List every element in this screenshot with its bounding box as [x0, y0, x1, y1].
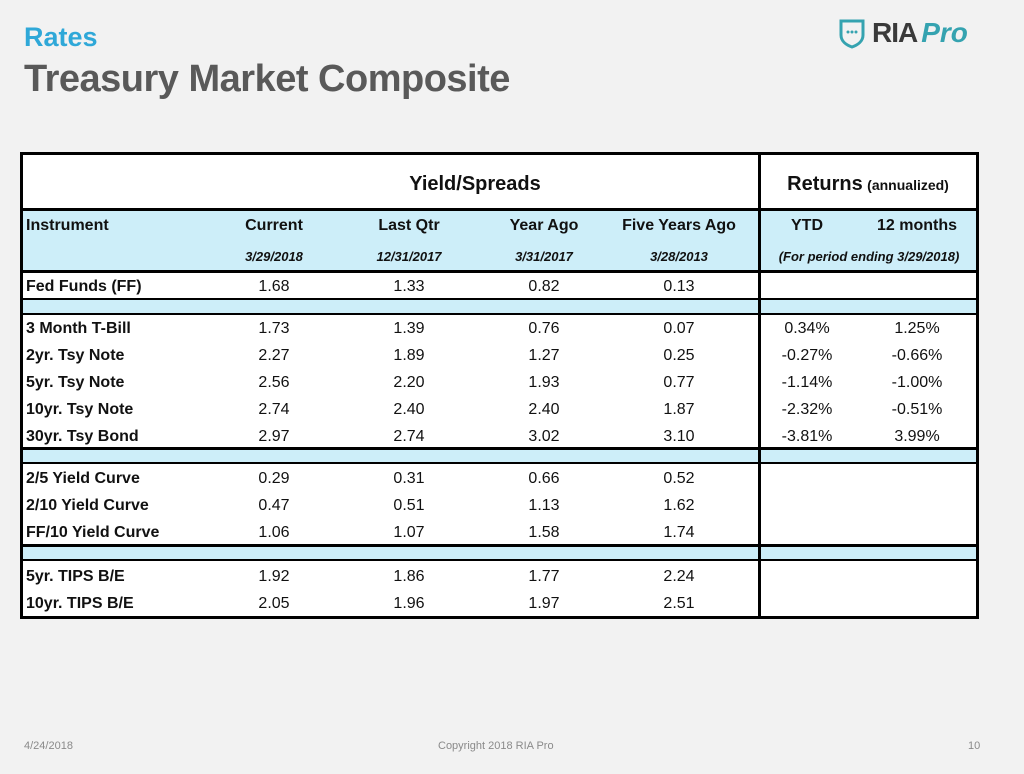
- table-cell: -0.66%: [891, 347, 943, 364]
- table-cell: 1.33: [393, 278, 425, 295]
- table-cell: 1.77: [528, 568, 560, 585]
- table-cell: -0.27%: [781, 347, 833, 364]
- table-cell: -1.00%: [891, 374, 943, 391]
- row-label: 5yr. Tsy Note: [26, 374, 125, 391]
- row-label: FF/10 Yield Curve: [26, 524, 160, 541]
- table-cell: 0.13: [663, 278, 695, 295]
- logo: RIA Pro: [838, 16, 968, 50]
- table-cell: 2.20: [393, 374, 425, 391]
- table-cell: 1.68: [258, 278, 290, 295]
- table-cell: -1.14%: [781, 374, 833, 391]
- table-cell: 2.05: [258, 595, 290, 612]
- table-cell: 0.51: [393, 497, 425, 514]
- table-cell: 2.40: [528, 401, 560, 418]
- row-label: Fed Funds (FF): [26, 278, 142, 295]
- logo-text: RIA: [872, 17, 918, 48]
- table-cell: 0.31: [393, 470, 425, 487]
- row-label: 10yr. TIPS B/E: [26, 595, 134, 612]
- table-cell: -0.51%: [891, 401, 943, 418]
- row-label: 2/5 Yield Curve: [26, 470, 140, 487]
- column-header-12-months: 12 months: [876, 217, 958, 234]
- returns-header: Returns (annualized): [787, 173, 949, 195]
- table-cell: 1.97: [528, 595, 560, 612]
- table-cell: 1.27: [528, 347, 560, 364]
- column-header-last-qtr: Last Qtr: [378, 217, 440, 234]
- section-label: Rates: [24, 22, 98, 52]
- column-header-current: Current: [245, 217, 303, 234]
- table-cell: 1.62: [663, 497, 695, 514]
- shield-icon: [839, 19, 865, 49]
- table-cell: 0.07: [663, 320, 695, 337]
- table-cell: 1.92: [258, 568, 290, 585]
- table-cell: -2.32%: [781, 401, 833, 418]
- table-cell: 0.47: [258, 497, 290, 514]
- yield-spreads-header: Yield/Spreads: [409, 173, 541, 195]
- table-cell: 1.07: [393, 524, 425, 541]
- returns-period: (For period ending 3/29/2018): [778, 249, 960, 264]
- table-cell: 1.86: [393, 568, 425, 585]
- table-cell: 2.56: [258, 374, 290, 391]
- table-cell: -3.81%: [781, 428, 833, 445]
- page-number: 10: [968, 740, 981, 752]
- treasury-table: Yield/Spreads Returns (annualized) Instr…: [20, 152, 979, 619]
- row-label: 2/10 Yield Curve: [26, 497, 149, 514]
- table-cell: 1.87: [663, 401, 695, 418]
- table-cell: 1.89: [393, 347, 425, 364]
- footer-copyright: Copyright 2018 RIA Pro: [438, 740, 554, 752]
- table-cell: 2.24: [663, 568, 695, 585]
- logo-accent: Pro: [921, 17, 968, 48]
- table-cell: 1.74: [663, 524, 695, 541]
- table-cell: 2.74: [258, 401, 290, 418]
- column-header-ytd: YTD: [791, 217, 823, 234]
- table-cell: 0.82: [528, 278, 560, 295]
- table-cell: 0.66: [528, 470, 560, 487]
- table-cell: 1.96: [393, 595, 425, 612]
- table-cell: 1.06: [258, 524, 290, 541]
- table-cell: 1.13: [528, 497, 560, 514]
- row-label: 10yr. Tsy Note: [26, 401, 134, 418]
- table-cell: 1.25%: [894, 320, 940, 337]
- table-cell: 0.52: [663, 470, 695, 487]
- table-cell: 3.02: [528, 428, 560, 445]
- date-year-ago: 3/31/2017: [515, 249, 573, 264]
- column-header-year-ago: Year Ago: [509, 217, 579, 234]
- table-cell: 0.77: [663, 374, 695, 391]
- table-cell: 3.10: [663, 428, 695, 445]
- date-current: 3/29/2018: [245, 249, 303, 264]
- row-label: 30yr. Tsy Bond: [26, 428, 139, 445]
- date-last-qtr: 12/31/2017: [376, 249, 442, 264]
- table-cell: 3.99%: [894, 428, 940, 445]
- table-cell: 1.58: [528, 524, 560, 541]
- column-header-five-years-ago: Five Years Ago: [622, 217, 736, 234]
- row-label: 3 Month T-Bill: [26, 320, 131, 337]
- table-cell: 2.40: [393, 401, 425, 418]
- footer-date: 4/24/2018: [24, 740, 73, 752]
- page-title: Treasury Market Composite: [24, 58, 510, 100]
- row-label: 5yr. TIPS B/E: [26, 568, 125, 585]
- table-cell: 2.51: [663, 595, 695, 612]
- date-five-years-ago: 3/28/2013: [650, 249, 708, 264]
- table-cell: 0.25: [663, 347, 695, 364]
- column-header-instrument: Instrument: [26, 217, 109, 234]
- row-label: 2yr. Tsy Note: [26, 347, 125, 364]
- table-cell: 1.93: [528, 374, 560, 391]
- table-cell: 1.73: [258, 320, 290, 337]
- table-cell: 2.74: [393, 428, 425, 445]
- table-cell: 1.39: [393, 320, 425, 337]
- table-cell: 0.34%: [784, 320, 830, 337]
- table-cell: 2.97: [258, 428, 290, 445]
- table-cell: 0.29: [258, 470, 290, 487]
- table-cell: 0.76: [528, 320, 560, 337]
- table-cell: 2.27: [258, 347, 290, 364]
